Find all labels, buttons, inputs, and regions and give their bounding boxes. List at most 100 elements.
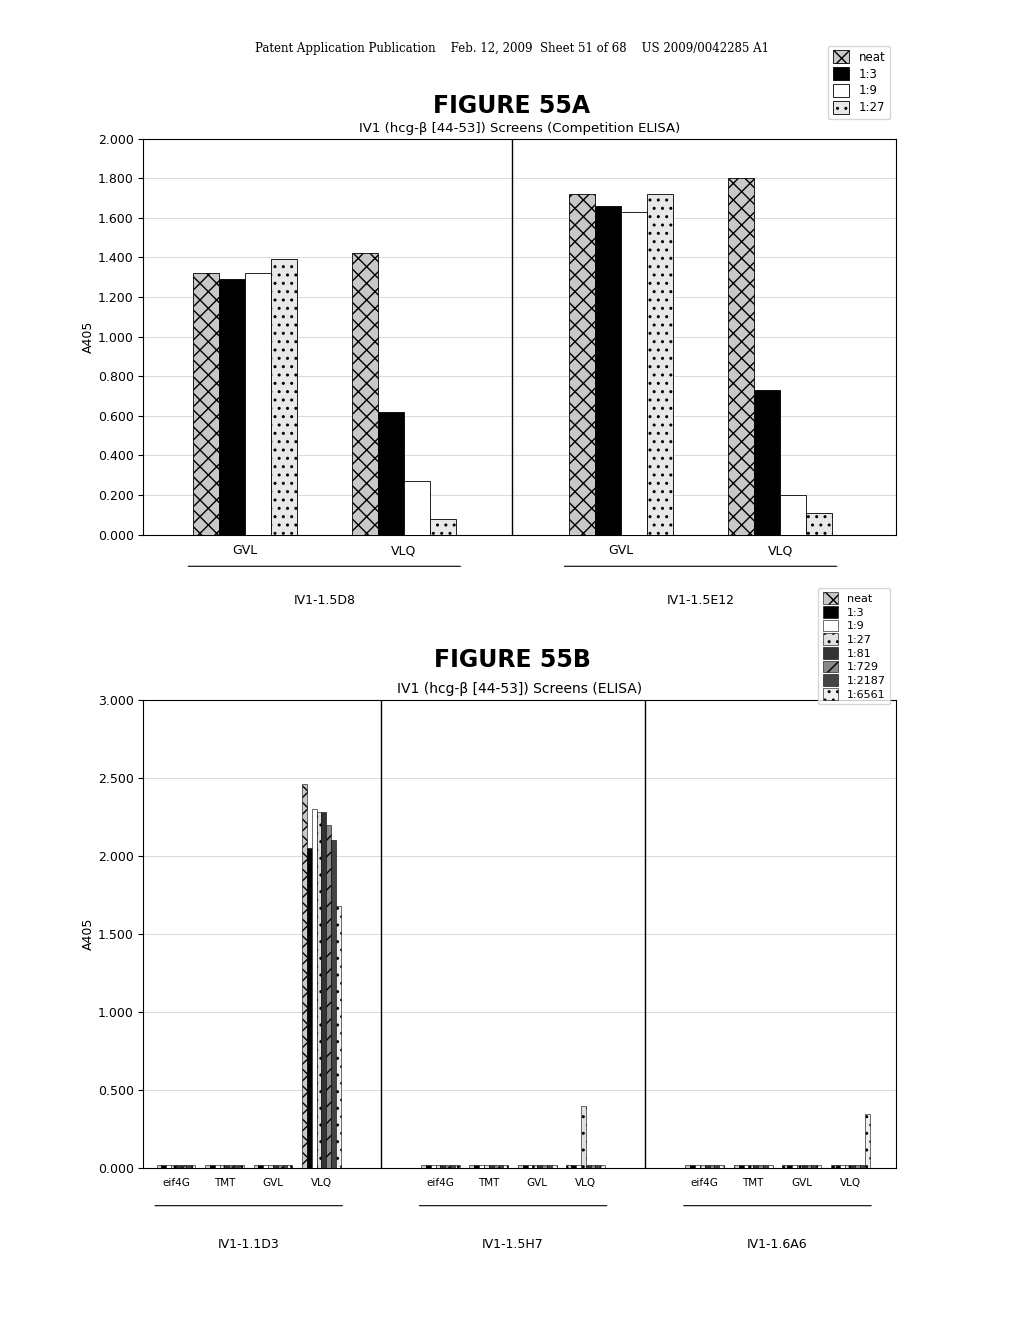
Bar [596, 1166, 600, 1168]
Bar [547, 1166, 552, 1168]
Bar [219, 279, 245, 535]
Bar [695, 1166, 700, 1168]
Text: Patent Application Publication    Feb. 12, 2009  Sheet 51 of 68    US 2009/00422: Patent Application Publication Feb. 12, … [255, 42, 769, 55]
Bar [181, 1166, 185, 1168]
Bar [258, 1166, 263, 1168]
Bar [311, 809, 316, 1168]
Bar [245, 273, 270, 535]
Bar [802, 1166, 807, 1168]
Bar [542, 1166, 547, 1168]
Bar [302, 784, 307, 1168]
Bar [780, 495, 806, 535]
Bar [715, 1166, 719, 1168]
Bar [322, 812, 327, 1168]
Bar [435, 1166, 440, 1168]
Bar [734, 1166, 738, 1168]
Bar [352, 253, 378, 535]
Bar [494, 1166, 499, 1168]
Bar [728, 178, 754, 535]
Bar [157, 1166, 162, 1168]
Bar [469, 1166, 474, 1168]
Y-axis label: A405: A405 [82, 321, 95, 352]
Bar [569, 194, 595, 535]
Bar [229, 1166, 234, 1168]
Bar [283, 1166, 288, 1168]
Bar [176, 1166, 181, 1168]
Bar [331, 841, 336, 1168]
Bar [499, 1166, 504, 1168]
Bar [430, 519, 456, 535]
Bar [811, 1166, 816, 1168]
Bar [749, 1166, 754, 1168]
Bar [166, 1166, 171, 1168]
Bar [860, 1166, 864, 1168]
Bar [239, 1166, 244, 1168]
Bar [595, 206, 621, 535]
Text: IV1-1.5E12: IV1-1.5E12 [667, 594, 734, 607]
Bar [792, 1166, 797, 1168]
Legend: neat, 1:3, 1:9, 1:27, 1:81, 1:729, 1:2187, 1:6561: neat, 1:3, 1:9, 1:27, 1:81, 1:729, 1:218… [818, 587, 891, 704]
Bar [421, 1166, 426, 1168]
Bar [763, 1166, 768, 1168]
Bar [846, 1166, 850, 1168]
Bar [316, 812, 322, 1168]
Bar [552, 1166, 557, 1168]
Bar [263, 1166, 268, 1168]
Bar [754, 1166, 758, 1168]
Bar [647, 194, 673, 535]
Bar [571, 1166, 577, 1168]
Text: IV1-1.6A6: IV1-1.6A6 [748, 1238, 808, 1251]
Bar [782, 1166, 787, 1168]
Bar [278, 1166, 283, 1168]
Bar [754, 391, 780, 535]
Bar [836, 1166, 841, 1168]
Text: IV1-1.1D3: IV1-1.1D3 [218, 1238, 280, 1251]
Bar [807, 1166, 811, 1168]
Bar [830, 1166, 836, 1168]
Y-axis label: A405: A405 [82, 917, 95, 950]
Bar [768, 1166, 773, 1168]
Bar [705, 1166, 710, 1168]
Bar [234, 1166, 239, 1168]
Bar [273, 1166, 278, 1168]
Bar [205, 1166, 210, 1168]
Bar [532, 1166, 538, 1168]
Bar [288, 1166, 292, 1168]
Bar [690, 1166, 695, 1168]
Bar [193, 273, 219, 535]
Bar [787, 1166, 792, 1168]
Bar [816, 1166, 821, 1168]
Bar [378, 412, 403, 535]
Bar [591, 1166, 596, 1168]
Bar [440, 1166, 445, 1168]
Bar [162, 1166, 166, 1168]
Bar [215, 1166, 219, 1168]
Bar [185, 1166, 190, 1168]
Text: IV1-1.5D8: IV1-1.5D8 [293, 594, 355, 607]
Bar [307, 847, 311, 1168]
Bar [566, 1166, 571, 1168]
Bar [224, 1166, 229, 1168]
Bar [254, 1166, 258, 1168]
Bar [518, 1166, 523, 1168]
Text: FIGURE 55B: FIGURE 55B [433, 648, 591, 672]
Bar [758, 1166, 763, 1168]
Text: FIGURE 55A: FIGURE 55A [433, 94, 591, 117]
Bar [743, 1166, 749, 1168]
Bar [327, 825, 331, 1168]
Bar [710, 1166, 715, 1168]
Bar [523, 1166, 527, 1168]
Bar [806, 513, 833, 535]
Text: IV1-1.5H7: IV1-1.5H7 [482, 1238, 544, 1251]
Bar [474, 1166, 479, 1168]
Bar [797, 1166, 802, 1168]
Bar [841, 1166, 846, 1168]
Bar [219, 1166, 224, 1168]
Bar [855, 1166, 860, 1168]
Legend: neat, 1:3, 1:9, 1:27: neat, 1:3, 1:9, 1:27 [828, 45, 890, 119]
Bar [586, 1166, 591, 1168]
Title: IV1 (hcg-β [44-53]) Screens (Competition ELISA): IV1 (hcg-β [44-53]) Screens (Competition… [359, 121, 680, 135]
Bar [621, 211, 647, 535]
Bar [445, 1166, 451, 1168]
Bar [336, 906, 341, 1168]
